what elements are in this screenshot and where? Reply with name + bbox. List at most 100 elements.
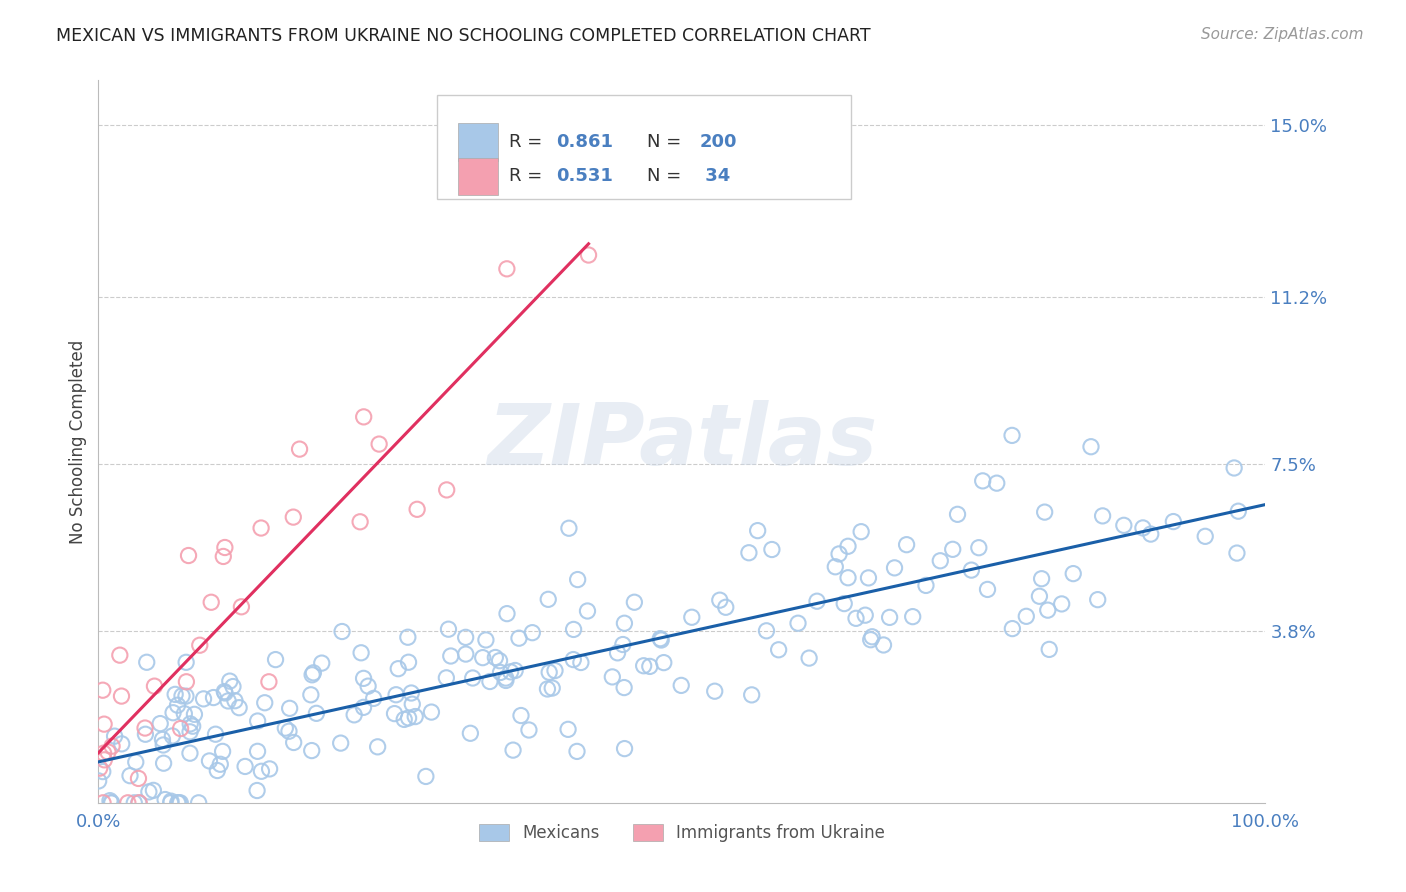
Text: MEXICAN VS IMMIGRANTS FROM UKRAINE NO SCHOOLING COMPLETED CORRELATION CHART: MEXICAN VS IMMIGRANTS FROM UKRAINE NO SC… <box>56 27 870 45</box>
Point <box>1112 518 1135 533</box>
Point <box>652 656 675 670</box>
Point <box>849 524 872 539</box>
Point <box>1062 566 1084 581</box>
Point <box>976 582 998 597</box>
Point <box>166 796 188 810</box>
Point <box>350 646 373 660</box>
Point <box>406 502 429 516</box>
Point <box>747 524 769 538</box>
Point <box>578 248 600 262</box>
Point <box>1080 440 1102 454</box>
Point <box>218 674 240 689</box>
Point <box>330 624 353 639</box>
Point <box>797 651 820 665</box>
Point <box>1139 527 1161 541</box>
Point <box>510 708 533 723</box>
Point <box>91 796 114 810</box>
Text: Source: ZipAtlas.com: Source: ZipAtlas.com <box>1201 27 1364 42</box>
Point <box>1087 592 1109 607</box>
Text: 0.531: 0.531 <box>555 168 613 186</box>
Point <box>537 592 560 607</box>
Point <box>353 409 375 424</box>
Point <box>392 713 415 727</box>
Point <box>879 610 901 624</box>
Text: 200: 200 <box>699 133 737 152</box>
Point <box>567 573 589 587</box>
Point <box>162 706 184 720</box>
Point <box>415 769 437 783</box>
Point <box>901 609 924 624</box>
Point <box>153 792 176 806</box>
Point <box>436 483 458 497</box>
Point <box>454 631 477 645</box>
Point <box>176 674 198 689</box>
Text: ZIPatlas: ZIPatlas <box>486 400 877 483</box>
Point <box>1028 589 1050 603</box>
Point <box>986 476 1008 491</box>
Point <box>118 769 141 783</box>
Point <box>824 559 846 574</box>
Point <box>434 671 457 685</box>
Point <box>602 670 624 684</box>
Point <box>311 656 333 670</box>
Point <box>233 759 256 773</box>
Text: 0.861: 0.861 <box>555 133 613 152</box>
Point <box>828 547 851 561</box>
Point <box>404 709 426 723</box>
Point <box>1223 461 1246 475</box>
Point <box>363 691 385 706</box>
Point <box>217 694 239 708</box>
Point <box>142 783 165 797</box>
Point <box>250 521 273 535</box>
Point <box>173 706 195 721</box>
Point <box>440 648 463 663</box>
Point <box>853 608 876 623</box>
Point <box>278 701 301 715</box>
Point <box>305 706 328 721</box>
Point <box>110 689 132 703</box>
Point <box>329 736 352 750</box>
Point <box>187 796 209 810</box>
Point <box>367 739 389 754</box>
Point <box>117 796 139 810</box>
Point <box>224 694 246 708</box>
Point <box>202 690 225 705</box>
Point <box>495 671 517 685</box>
Point <box>398 655 420 669</box>
Point <box>103 729 125 743</box>
Point <box>503 664 526 678</box>
Point <box>1226 546 1249 560</box>
Point <box>396 630 419 644</box>
FancyBboxPatch shape <box>458 123 498 161</box>
Point <box>200 595 222 609</box>
Point <box>681 610 703 624</box>
Point <box>87 773 110 788</box>
Point <box>134 721 156 735</box>
Point <box>576 604 599 618</box>
Point <box>170 689 193 703</box>
Point <box>517 723 540 737</box>
Point <box>212 549 235 564</box>
Point <box>787 616 810 631</box>
Point <box>193 691 215 706</box>
Point <box>299 688 322 702</box>
Point <box>475 632 498 647</box>
Point <box>896 538 918 552</box>
Point <box>353 671 375 685</box>
Point <box>222 680 245 694</box>
Point <box>845 611 868 625</box>
Point <box>179 724 201 739</box>
Point <box>111 737 134 751</box>
Point <box>89 761 111 775</box>
Point <box>557 723 579 737</box>
Point <box>755 624 778 638</box>
Point <box>259 762 281 776</box>
Point <box>108 648 131 662</box>
Point <box>1132 521 1154 535</box>
Point <box>562 652 585 666</box>
Point <box>437 622 460 636</box>
Point <box>152 738 174 752</box>
Point <box>204 727 226 741</box>
Text: N =: N = <box>647 168 688 186</box>
Point <box>162 729 184 743</box>
